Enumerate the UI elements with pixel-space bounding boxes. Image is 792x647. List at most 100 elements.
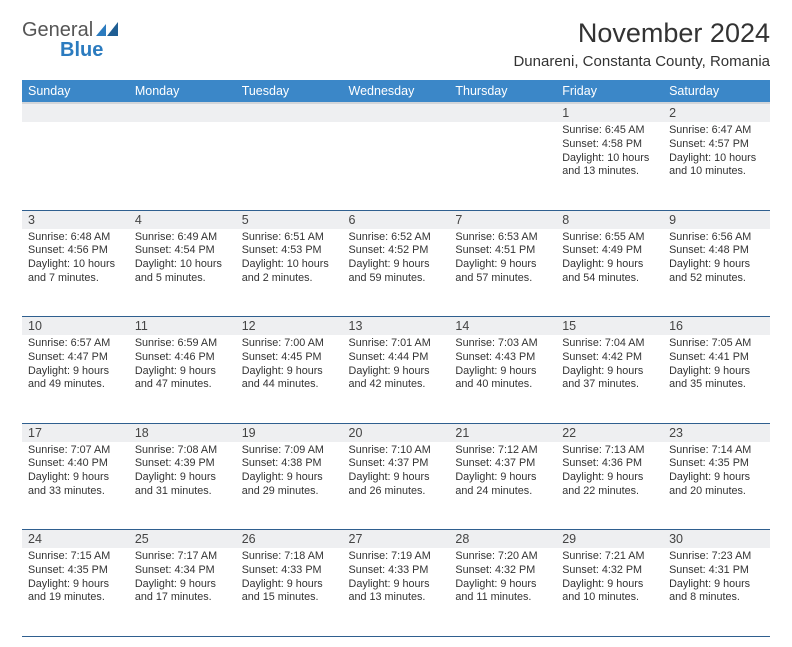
day-number-cell: 9 bbox=[663, 210, 770, 229]
sunrise-label: Sunrise: 7:09 AM bbox=[242, 444, 337, 458]
daylight-label: Daylight: 9 hours and 29 minutes. bbox=[242, 471, 337, 499]
daylight-label: Daylight: 9 hours and 19 minutes. bbox=[28, 578, 123, 606]
day-number-cell: 28 bbox=[449, 530, 556, 549]
day-cell bbox=[236, 122, 343, 210]
daylight-label: Daylight: 9 hours and 15 minutes. bbox=[242, 578, 337, 606]
day-number-cell: 13 bbox=[343, 317, 450, 336]
sunset-label: Sunset: 4:54 PM bbox=[135, 244, 230, 258]
day-number-cell: 6 bbox=[343, 210, 450, 229]
weekday-header: Wednesday bbox=[343, 80, 450, 103]
daylight-label: Daylight: 9 hours and 13 minutes. bbox=[349, 578, 444, 606]
day-number-cell: 7 bbox=[449, 210, 556, 229]
daylight-label: Daylight: 9 hours and 49 minutes. bbox=[28, 365, 123, 393]
sunset-label: Sunset: 4:39 PM bbox=[135, 457, 230, 471]
day-details: Sunrise: 7:10 AMSunset: 4:37 PMDaylight:… bbox=[343, 442, 450, 503]
weekday-header: Saturday bbox=[663, 80, 770, 103]
sunrise-label: Sunrise: 7:19 AM bbox=[349, 550, 444, 564]
day-details: Sunrise: 6:49 AMSunset: 4:54 PMDaylight:… bbox=[129, 229, 236, 290]
daylight-label: Daylight: 9 hours and 59 minutes. bbox=[349, 258, 444, 286]
sunset-label: Sunset: 4:36 PM bbox=[562, 457, 657, 471]
day-cell: Sunrise: 7:00 AMSunset: 4:45 PMDaylight:… bbox=[236, 335, 343, 423]
day-details: Sunrise: 7:12 AMSunset: 4:37 PMDaylight:… bbox=[449, 442, 556, 503]
sunset-label: Sunset: 4:37 PM bbox=[455, 457, 550, 471]
sunrise-label: Sunrise: 6:45 AM bbox=[562, 124, 657, 138]
day-number-row: 12 bbox=[22, 103, 770, 122]
sunset-label: Sunset: 4:31 PM bbox=[669, 564, 764, 578]
sunset-label: Sunset: 4:42 PM bbox=[562, 351, 657, 365]
day-cell: Sunrise: 6:55 AMSunset: 4:49 PMDaylight:… bbox=[556, 229, 663, 317]
daylight-label: Daylight: 9 hours and 52 minutes. bbox=[669, 258, 764, 286]
day-cell: Sunrise: 6:59 AMSunset: 4:46 PMDaylight:… bbox=[129, 335, 236, 423]
day-cell: Sunrise: 6:47 AMSunset: 4:57 PMDaylight:… bbox=[663, 122, 770, 210]
calendar-body: 12Sunrise: 6:45 AMSunset: 4:58 PMDayligh… bbox=[22, 103, 770, 636]
day-details: Sunrise: 6:59 AMSunset: 4:46 PMDaylight:… bbox=[129, 335, 236, 396]
sunset-label: Sunset: 4:34 PM bbox=[135, 564, 230, 578]
sunrise-label: Sunrise: 6:51 AM bbox=[242, 231, 337, 245]
day-details: Sunrise: 7:19 AMSunset: 4:33 PMDaylight:… bbox=[343, 548, 450, 609]
sunset-label: Sunset: 4:32 PM bbox=[562, 564, 657, 578]
sunrise-label: Sunrise: 7:05 AM bbox=[669, 337, 764, 351]
day-details: Sunrise: 7:15 AMSunset: 4:35 PMDaylight:… bbox=[22, 548, 129, 609]
day-cell: Sunrise: 6:45 AMSunset: 4:58 PMDaylight:… bbox=[556, 122, 663, 210]
day-cell: Sunrise: 7:14 AMSunset: 4:35 PMDaylight:… bbox=[663, 442, 770, 530]
day-number-cell: 24 bbox=[22, 530, 129, 549]
day-number-cell: 23 bbox=[663, 423, 770, 442]
sunset-label: Sunset: 4:35 PM bbox=[669, 457, 764, 471]
day-details: Sunrise: 6:48 AMSunset: 4:56 PMDaylight:… bbox=[22, 229, 129, 290]
daylight-label: Daylight: 9 hours and 10 minutes. bbox=[562, 578, 657, 606]
day-cell: Sunrise: 7:03 AMSunset: 4:43 PMDaylight:… bbox=[449, 335, 556, 423]
sunrise-label: Sunrise: 6:47 AM bbox=[669, 124, 764, 138]
sunset-label: Sunset: 4:45 PM bbox=[242, 351, 337, 365]
daylight-label: Daylight: 9 hours and 20 minutes. bbox=[669, 471, 764, 499]
day-number-cell: 8 bbox=[556, 210, 663, 229]
day-number-cell bbox=[236, 103, 343, 122]
sunset-label: Sunset: 4:33 PM bbox=[242, 564, 337, 578]
day-cell: Sunrise: 7:05 AMSunset: 4:41 PMDaylight:… bbox=[663, 335, 770, 423]
sunset-label: Sunset: 4:33 PM bbox=[349, 564, 444, 578]
sunrise-label: Sunrise: 6:55 AM bbox=[562, 231, 657, 245]
day-details: Sunrise: 6:55 AMSunset: 4:49 PMDaylight:… bbox=[556, 229, 663, 290]
day-content-row: Sunrise: 7:07 AMSunset: 4:40 PMDaylight:… bbox=[22, 442, 770, 530]
day-cell: Sunrise: 7:12 AMSunset: 4:37 PMDaylight:… bbox=[449, 442, 556, 530]
day-cell: Sunrise: 7:17 AMSunset: 4:34 PMDaylight:… bbox=[129, 548, 236, 636]
sunset-label: Sunset: 4:44 PM bbox=[349, 351, 444, 365]
calendar-header-row: SundayMondayTuesdayWednesdayThursdayFrid… bbox=[22, 80, 770, 103]
day-number-cell: 10 bbox=[22, 317, 129, 336]
daylight-label: Daylight: 9 hours and 8 minutes. bbox=[669, 578, 764, 606]
day-number-cell: 29 bbox=[556, 530, 663, 549]
day-details: Sunrise: 7:09 AMSunset: 4:38 PMDaylight:… bbox=[236, 442, 343, 503]
day-cell bbox=[22, 122, 129, 210]
day-details: Sunrise: 7:04 AMSunset: 4:42 PMDaylight:… bbox=[556, 335, 663, 396]
day-details: Sunrise: 7:21 AMSunset: 4:32 PMDaylight:… bbox=[556, 548, 663, 609]
sunset-label: Sunset: 4:52 PM bbox=[349, 244, 444, 258]
day-number-cell: 26 bbox=[236, 530, 343, 549]
day-details: Sunrise: 7:13 AMSunset: 4:36 PMDaylight:… bbox=[556, 442, 663, 503]
day-cell: Sunrise: 7:04 AMSunset: 4:42 PMDaylight:… bbox=[556, 335, 663, 423]
sunrise-label: Sunrise: 6:48 AM bbox=[28, 231, 123, 245]
day-content-row: Sunrise: 7:15 AMSunset: 4:35 PMDaylight:… bbox=[22, 548, 770, 636]
day-number-cell: 14 bbox=[449, 317, 556, 336]
day-details: Sunrise: 6:53 AMSunset: 4:51 PMDaylight:… bbox=[449, 229, 556, 290]
day-cell bbox=[449, 122, 556, 210]
weekday-header: Friday bbox=[556, 80, 663, 103]
sunset-label: Sunset: 4:37 PM bbox=[349, 457, 444, 471]
day-content-row: Sunrise: 6:45 AMSunset: 4:58 PMDaylight:… bbox=[22, 122, 770, 210]
day-details: Sunrise: 7:03 AMSunset: 4:43 PMDaylight:… bbox=[449, 335, 556, 396]
daylight-label: Daylight: 9 hours and 42 minutes. bbox=[349, 365, 444, 393]
weekday-header: Tuesday bbox=[236, 80, 343, 103]
day-number-cell bbox=[22, 103, 129, 122]
sunrise-label: Sunrise: 6:56 AM bbox=[669, 231, 764, 245]
daylight-label: Daylight: 9 hours and 11 minutes. bbox=[455, 578, 550, 606]
day-number-cell: 27 bbox=[343, 530, 450, 549]
daylight-label: Daylight: 9 hours and 33 minutes. bbox=[28, 471, 123, 499]
sunrise-label: Sunrise: 7:08 AM bbox=[135, 444, 230, 458]
day-details: Sunrise: 7:08 AMSunset: 4:39 PMDaylight:… bbox=[129, 442, 236, 503]
day-details: Sunrise: 7:00 AMSunset: 4:45 PMDaylight:… bbox=[236, 335, 343, 396]
day-cell: Sunrise: 7:08 AMSunset: 4:39 PMDaylight:… bbox=[129, 442, 236, 530]
sunrise-label: Sunrise: 7:20 AM bbox=[455, 550, 550, 564]
sunset-label: Sunset: 4:46 PM bbox=[135, 351, 230, 365]
day-number-row: 24252627282930 bbox=[22, 530, 770, 549]
day-number-cell: 18 bbox=[129, 423, 236, 442]
day-number-cell: 1 bbox=[556, 103, 663, 122]
day-cell bbox=[343, 122, 450, 210]
